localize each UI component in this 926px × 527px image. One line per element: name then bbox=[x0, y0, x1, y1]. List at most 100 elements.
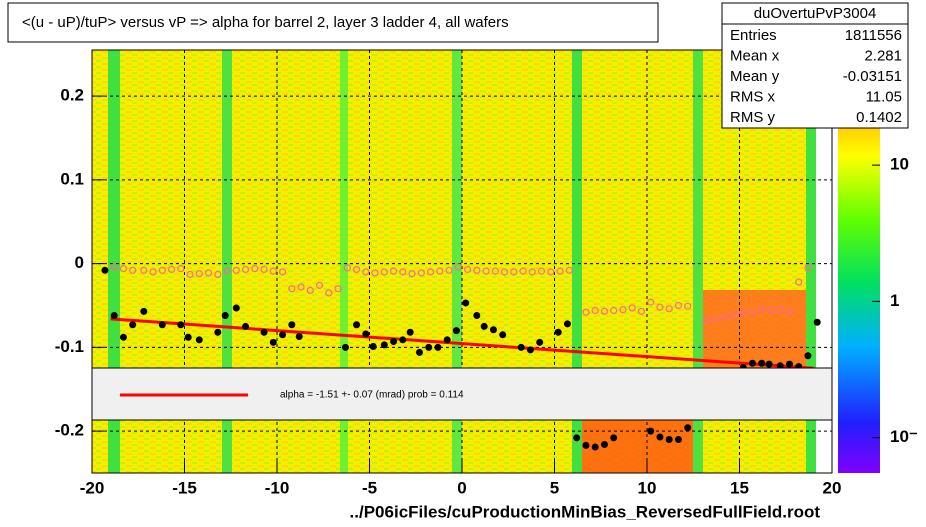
mean-point bbox=[325, 289, 333, 297]
mean-point bbox=[343, 264, 351, 272]
mean-point bbox=[195, 270, 203, 278]
mean-point bbox=[177, 265, 185, 273]
mean-point bbox=[167, 265, 176, 274]
profile-point bbox=[177, 321, 185, 329]
x-tick-label: 10 bbox=[638, 478, 657, 497]
mean-point bbox=[417, 269, 425, 277]
x-tick-label: 15 bbox=[730, 478, 749, 497]
mean-point bbox=[158, 266, 166, 274]
mean-point bbox=[674, 301, 683, 310]
profile-point bbox=[473, 312, 481, 320]
profile-point bbox=[140, 307, 148, 315]
x-tick-label: -15 bbox=[172, 478, 197, 497]
profile-point bbox=[260, 328, 268, 336]
profile-point bbox=[399, 336, 407, 344]
mean-point bbox=[684, 302, 692, 310]
x-tick-label: 20 bbox=[823, 478, 842, 497]
profile-point bbox=[390, 337, 398, 345]
x-tick-label: 0 bbox=[457, 478, 466, 497]
stats-value: 11.05 bbox=[866, 88, 902, 105]
mean-point bbox=[352, 265, 361, 274]
profile-point bbox=[591, 443, 599, 451]
x-tick-label: -5 bbox=[362, 478, 377, 497]
mean-point bbox=[739, 309, 747, 317]
profile-point bbox=[288, 321, 296, 329]
mean-point bbox=[656, 303, 664, 311]
mean-point bbox=[600, 307, 609, 315]
profile-point bbox=[610, 434, 618, 442]
profile-point bbox=[748, 359, 756, 367]
profile-point bbox=[158, 321, 166, 329]
mean-point bbox=[269, 267, 277, 275]
mean-point bbox=[186, 270, 194, 279]
profile-point bbox=[765, 360, 773, 368]
mean-point bbox=[665, 305, 673, 313]
mean-point bbox=[610, 306, 618, 315]
mean-point bbox=[647, 298, 655, 306]
profile-point bbox=[295, 332, 303, 340]
mean-point bbox=[454, 263, 462, 271]
mean-point bbox=[547, 268, 555, 276]
stats-value: 1811556 bbox=[845, 27, 902, 44]
x-tick-label: 5 bbox=[550, 478, 559, 497]
mean-point bbox=[619, 306, 627, 314]
mean-point bbox=[804, 264, 812, 272]
mean-point bbox=[473, 266, 481, 274]
profile-point bbox=[536, 338, 544, 346]
mean-point bbox=[110, 263, 118, 271]
mean-point bbox=[767, 306, 775, 315]
z-tick-label: 10⁻ bbox=[890, 427, 918, 446]
mean-point bbox=[445, 266, 453, 274]
mean-point bbox=[565, 266, 573, 274]
profile-point bbox=[452, 327, 460, 335]
stats-label: Entries bbox=[730, 27, 777, 44]
stats-box: duOvertuPvP3004 Entries 1811556 Mean x 2.28… bbox=[721, 2, 909, 129]
profile-point bbox=[462, 299, 470, 307]
mean-point bbox=[463, 265, 472, 274]
mean-point bbox=[491, 267, 499, 275]
mean-point bbox=[591, 306, 599, 315]
stats-label: Mean y bbox=[730, 68, 780, 85]
mean-point bbox=[334, 285, 342, 293]
stats-value: 2.281 bbox=[864, 47, 902, 64]
mean-point bbox=[278, 268, 287, 276]
mean-point bbox=[628, 304, 636, 312]
profile-point bbox=[526, 346, 534, 354]
profile-point bbox=[499, 331, 507, 339]
mean-point bbox=[730, 311, 738, 319]
mean-point bbox=[306, 286, 314, 294]
y-tick-label: 0.2 bbox=[60, 86, 84, 105]
mean-point bbox=[519, 267, 527, 275]
mean-point bbox=[389, 267, 398, 275]
profile-point bbox=[647, 427, 655, 435]
mean-point bbox=[426, 268, 435, 276]
profile-point bbox=[785, 360, 793, 368]
profile-point bbox=[489, 326, 497, 334]
stats-label: RMS x bbox=[730, 88, 776, 105]
profile-point bbox=[517, 343, 525, 351]
mean-point bbox=[482, 267, 490, 275]
mean-point bbox=[748, 308, 757, 316]
profile-point bbox=[195, 336, 203, 344]
plot-area bbox=[91, 50, 833, 473]
profile-point bbox=[804, 352, 812, 360]
x-axis-label: ../P06icFiles/cuProductionMinBias_Revers… bbox=[350, 502, 821, 521]
profile-point bbox=[341, 343, 349, 351]
fit-line bbox=[110, 317, 814, 370]
mean-point bbox=[721, 313, 729, 321]
mean-point bbox=[149, 268, 157, 276]
profile-point bbox=[684, 424, 692, 432]
mean-point bbox=[288, 285, 296, 293]
mean-point bbox=[399, 268, 407, 276]
y-tick-label: -0.2 bbox=[55, 421, 84, 440]
profile-point bbox=[480, 322, 488, 330]
mean-point bbox=[232, 266, 240, 274]
profile-point bbox=[674, 435, 682, 443]
y-tick-label: 0.1 bbox=[60, 169, 84, 188]
mean-point bbox=[537, 267, 546, 275]
profile-point bbox=[665, 435, 673, 443]
profile-point bbox=[362, 330, 370, 338]
mean-point bbox=[785, 307, 794, 315]
mean-point bbox=[776, 306, 784, 314]
